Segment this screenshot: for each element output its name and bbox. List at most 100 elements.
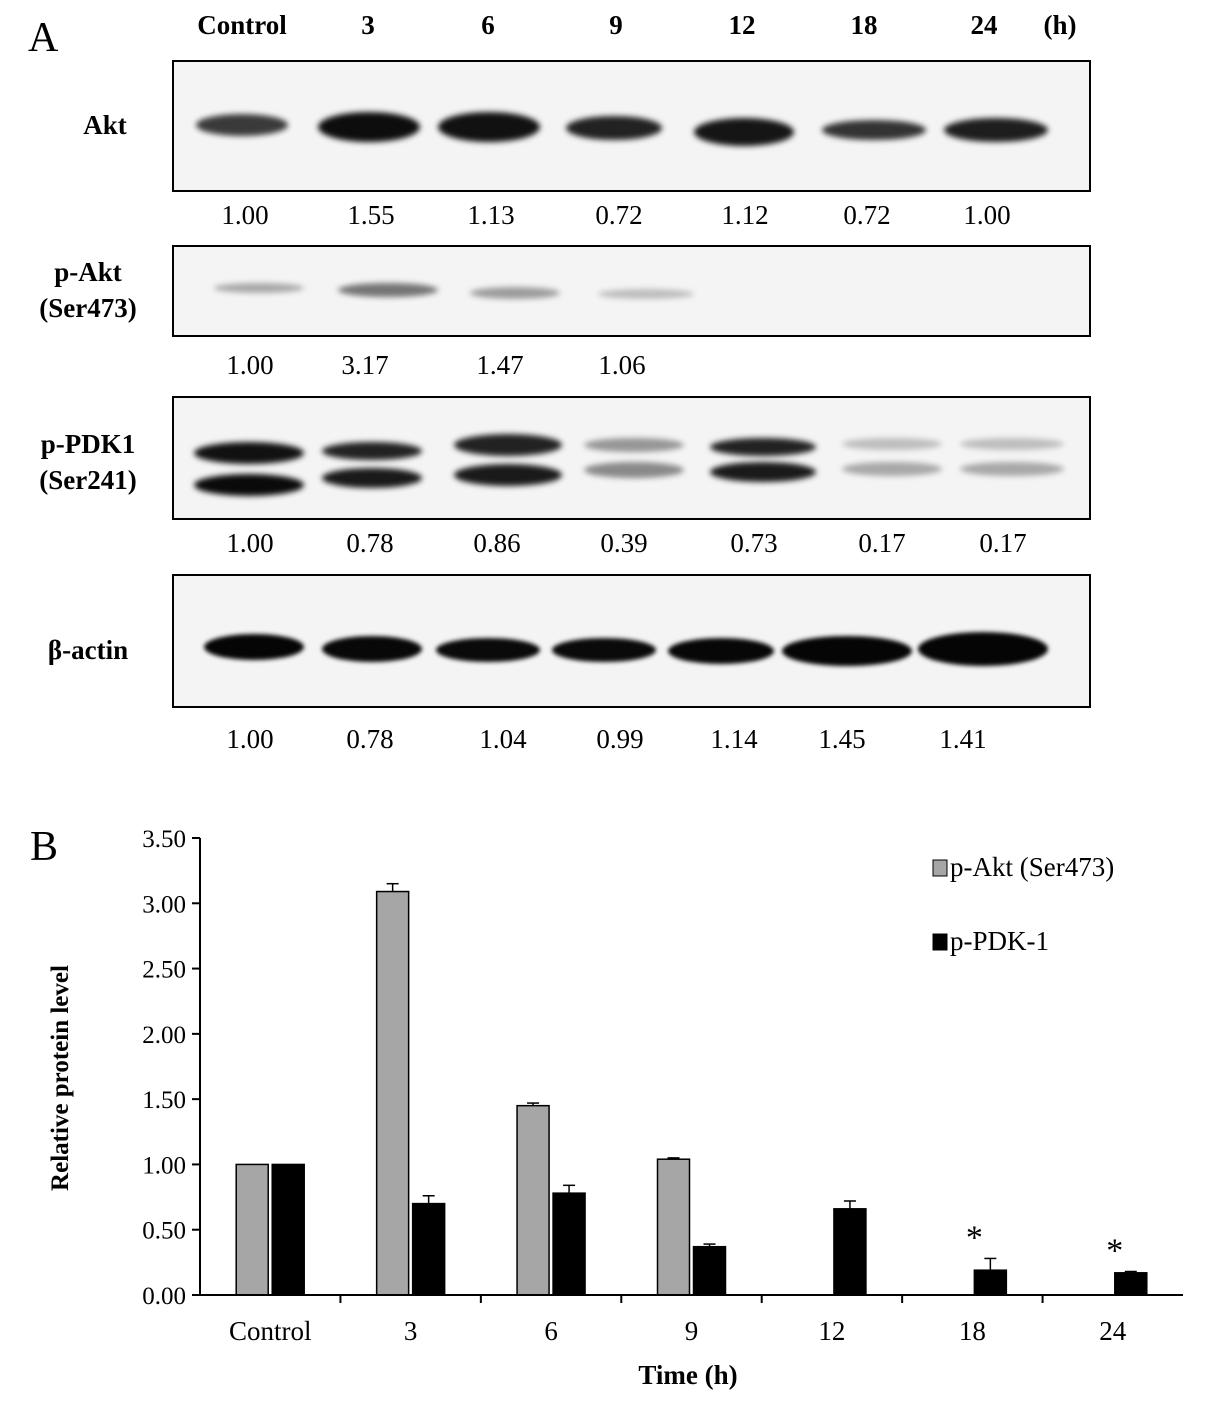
beta-actin-value-0: 1.00 — [226, 724, 274, 754]
time-unit-label: (h) — [1043, 10, 1077, 40]
p-pdk1-band — [194, 442, 304, 464]
akt-value-6: 1.00 — [963, 200, 1011, 230]
p-akt-band — [214, 283, 304, 293]
bar-p-pdk1 — [1114, 1272, 1148, 1296]
x-axis-label: Time (h) — [638, 1360, 737, 1390]
lane-header-9h: 9 — [609, 10, 623, 40]
beta-actin-value-2: 1.04 — [479, 724, 527, 754]
akt-band — [438, 112, 540, 142]
p-akt-value-2: 1.47 — [476, 350, 524, 380]
lane-header-18h: 18 — [850, 10, 878, 40]
akt-blot-image — [172, 60, 1091, 192]
beta-actin-value-3: 0.99 — [596, 724, 644, 754]
blot-label-line: (Ser241) — [39, 465, 137, 495]
p-akt-value-0: 1.00 — [226, 350, 274, 380]
significance-asterisk: * — [1106, 1232, 1123, 1269]
bar-p-akt — [375, 890, 410, 1296]
lane-header-control: Control — [197, 10, 287, 40]
bar-p-pdk1 — [692, 1245, 727, 1296]
beta-actin-band — [918, 632, 1048, 666]
akt-value-0: 1.00 — [221, 200, 269, 230]
legend-swatch — [932, 859, 948, 877]
y-tick-label: 1.00 — [142, 1152, 186, 1179]
panel-b-letter: B — [30, 824, 58, 870]
bar-chart: B Relative protein level Time (h) 0.00 0.… — [30, 824, 1183, 1390]
p-pdk1-value-3: 0.39 — [600, 528, 648, 558]
blot-label-line: (Ser473) — [39, 293, 137, 323]
beta-actin-band — [668, 638, 774, 664]
bar-p-pdk1 — [973, 1269, 1008, 1296]
y-tick-label: 3.00 — [142, 891, 186, 918]
legend-label: p-PDK-1 — [950, 926, 1049, 956]
p-akt-band — [338, 283, 438, 297]
akt-band — [566, 116, 662, 140]
beta-actin-band — [204, 634, 304, 660]
blot-label-line: p-PDK1 — [40, 429, 136, 459]
bar-p-pdk1 — [271, 1163, 305, 1296]
p-pdk1-band — [842, 462, 942, 476]
blot-label-line: Akt — [83, 110, 127, 140]
p-pdk1-blot-image — [172, 396, 1091, 520]
p-pdk1-band — [322, 442, 422, 460]
significance-asterisk: * — [966, 1219, 983, 1256]
p-pdk1-band — [194, 474, 304, 496]
beta-actin-blot-image — [172, 574, 1091, 708]
p-akt-value-3: 1.06 — [598, 350, 646, 380]
p-pdk1-band — [584, 462, 684, 478]
akt-band — [196, 114, 288, 136]
p-pdk1-band — [960, 462, 1064, 476]
x-tick-label: 3 — [404, 1316, 418, 1346]
p-akt-blot-image — [172, 245, 1091, 337]
akt-band — [694, 118, 794, 146]
p-pdk1-value-4: 0.73 — [730, 528, 778, 558]
p-pdk1-value-5: 0.17 — [858, 528, 906, 558]
y-tick-label: 3.50 — [142, 826, 186, 853]
x-tick-label: 6 — [544, 1316, 558, 1346]
bar-p-pdk1 — [552, 1192, 586, 1296]
blot-label-p-pdk1: p-PDK1 (Ser241) — [8, 426, 168, 498]
blot-label-line: β-actin — [47, 635, 129, 665]
p-akt-band — [470, 287, 560, 299]
bar-p-pdk1 — [411, 1202, 446, 1296]
beta-actin-value-6: 1.41 — [939, 724, 987, 754]
y-axis-label: Relative protein level — [47, 965, 74, 1191]
lane-header-3h: 3 — [361, 10, 375, 40]
beta-actin-value-4: 1.14 — [710, 724, 758, 754]
beta-actin-band — [552, 638, 656, 662]
lane-header-6h: 6 — [481, 10, 495, 40]
y-tick-label: 0.50 — [142, 1218, 186, 1245]
blot-label-akt: Akt — [25, 107, 185, 143]
x-tick-label: 18 — [959, 1316, 986, 1346]
legend-swatch — [932, 933, 948, 951]
p-pdk1-band — [960, 438, 1064, 450]
akt-value-5: 0.72 — [843, 200, 891, 230]
x-tick-label: 24 — [1099, 1316, 1127, 1346]
p-pdk1-band — [322, 468, 422, 488]
blot-label-line: p-Akt — [54, 257, 122, 287]
lane-header-12h: 12 — [728, 10, 756, 40]
legend-label: p-Akt (Ser473) — [950, 852, 1114, 882]
p-pdk1-value-0: 1.00 — [226, 528, 274, 558]
p-akt-value-1: 3.17 — [341, 350, 389, 380]
y-tick-label: 1.50 — [142, 1087, 186, 1114]
akt-band — [318, 112, 420, 142]
beta-actin-band — [322, 636, 422, 662]
bar-p-akt — [516, 1104, 550, 1296]
lane-header-24h: 24 — [970, 10, 998, 40]
akt-band — [822, 120, 926, 140]
p-pdk1-band — [710, 462, 816, 482]
x-tick-label: 12 — [818, 1316, 845, 1346]
p-pdk1-band — [584, 438, 684, 452]
bar-p-akt — [235, 1163, 269, 1296]
beta-actin-band — [436, 638, 540, 662]
bar-p-pdk1 — [833, 1208, 867, 1296]
x-tick-label: 9 — [685, 1316, 699, 1346]
akt-band — [944, 118, 1048, 142]
akt-value-3: 0.72 — [595, 200, 643, 230]
panel-a-letter: A — [28, 15, 59, 61]
bar-p-akt — [656, 1158, 691, 1296]
p-pdk1-value-2: 0.86 — [473, 528, 521, 558]
y-tick-label: 2.00 — [142, 1022, 186, 1049]
p-pdk1-band — [454, 434, 562, 456]
p-pdk1-value-6: 0.17 — [979, 528, 1027, 558]
